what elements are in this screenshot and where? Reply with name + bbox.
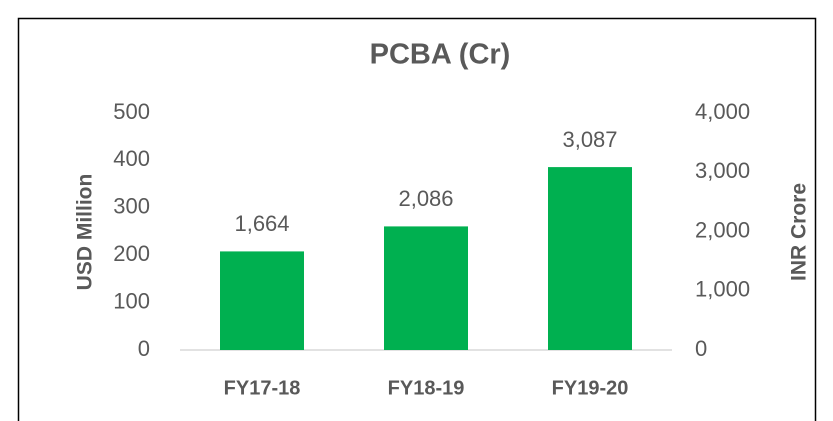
y2-tick-label: 2,000 [695,217,750,242]
y-axis-title: USD Million [74,174,97,291]
bar [220,251,304,350]
data-label: 2,086 [398,186,453,211]
y-tick-label: 400 [113,146,150,171]
x-tick-label: FY18-19 [388,377,465,399]
data-label: 1,664 [234,211,289,236]
y-tick-label: 500 [113,99,150,124]
y-tick-label: 100 [113,288,150,313]
y-tick-label: 200 [113,241,150,266]
y-tick-label: 0 [138,336,150,361]
data-label: 3,087 [562,127,617,152]
y2-axis-title: INR Crore [788,183,811,281]
y2-tick-label: 4,000 [695,99,750,124]
chart-title: PCBA (Cr) [370,39,511,71]
x-tick-label: FY17-18 [224,377,301,399]
x-tick-label: FY19-20 [552,377,629,399]
y2-tick-label: 3,000 [695,158,750,183]
bar [548,167,632,350]
bar [384,226,468,350]
frame [17,17,817,421]
y-tick-label: 300 [113,194,150,219]
y2-tick-label: 0 [695,336,707,361]
y2-tick-label: 1,000 [695,277,750,302]
